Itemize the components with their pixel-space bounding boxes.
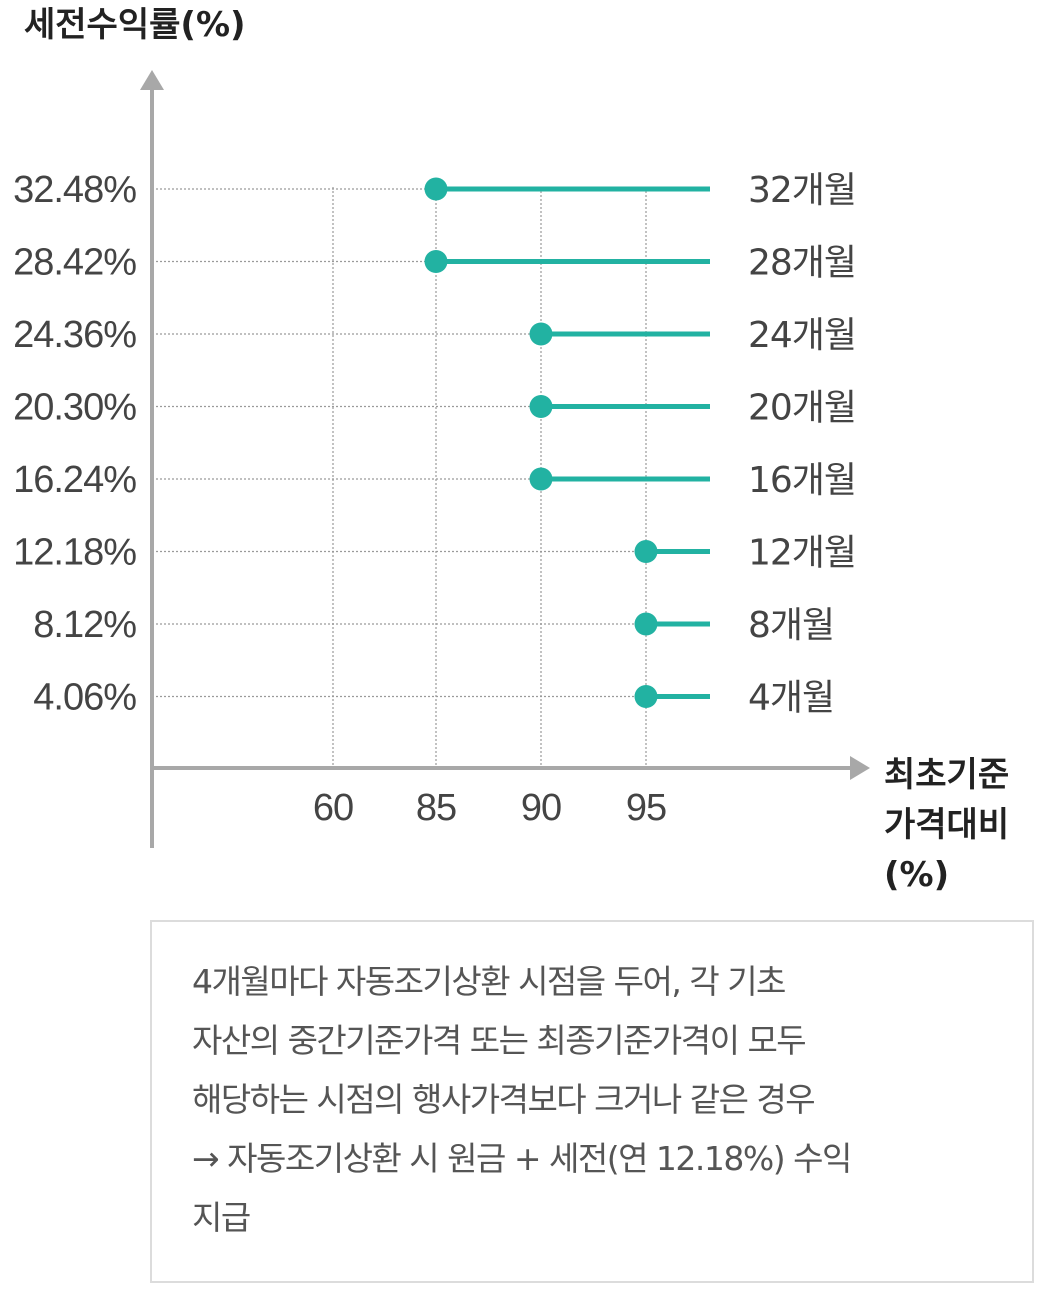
series-label: 4개월	[748, 678, 834, 719]
series-point	[634, 685, 658, 708]
y-tick-label: 12.18%	[13, 532, 136, 574]
series-label: 32개월	[748, 170, 856, 211]
x-tick-label: 85	[416, 787, 456, 829]
x-tick-label: 60	[313, 787, 353, 829]
y-tick-label: 24.36%	[13, 314, 136, 356]
series-point	[634, 540, 658, 563]
y-axis-title: 세전수익률(%)	[24, 5, 246, 45]
series-point	[529, 322, 553, 346]
y-tick-label: 4.06%	[33, 677, 136, 719]
y-tick-label: 16.24%	[13, 459, 136, 501]
note-line: 자산의 중간기준가격 또는 최종기준가격이 모두	[192, 1021, 807, 1060]
y-tick-label: 32.48%	[13, 169, 136, 211]
chart: 세전수익률(%) 최초기준 가격대비 (%) 32.48% 28.42% 24.36…	[13, 5, 1009, 895]
series-label: 8개월	[748, 605, 834, 646]
x-tick-label: 95	[626, 787, 666, 829]
series-point	[529, 395, 553, 418]
note-line: → 자동조기상환 시 원금 + 세전(연 12.18%) 수익	[192, 1139, 852, 1178]
tick-labels: 32.48% 28.42% 24.36% 20.30% 16.24% 12.18% 8.12…	[13, 169, 667, 829]
y-axis-arrow-icon	[140, 70, 164, 90]
series-point	[529, 467, 553, 491]
x-axis-title-line-2: 가격대비	[884, 805, 1009, 845]
series-label: 28개월	[748, 243, 856, 284]
series-point	[634, 612, 658, 636]
series-label: 12개월	[748, 533, 856, 574]
x-tick-label: 90	[521, 787, 561, 829]
series-label: 16개월	[748, 460, 856, 501]
x-axis-arrow-icon	[850, 756, 870, 780]
series-point	[424, 250, 448, 273]
series-point	[424, 177, 448, 201]
note-line: 4개월마다 자동조기상환 시점을 두어, 각 기초	[192, 962, 786, 1001]
note-line: 지급	[192, 1198, 251, 1237]
y-tick-label: 20.30%	[13, 387, 136, 429]
series-label: 20개월	[748, 388, 856, 429]
x-axis-title: 최초기준 가격대비 (%)	[884, 755, 1009, 895]
series: 32개월 28개월 24개월 20개월 16개월 12개월 8개월 4개월	[424, 170, 857, 719]
axes	[140, 70, 870, 848]
y-tick-label: 8.12%	[33, 604, 136, 646]
x-axis-title-line-1: 최초기준	[884, 755, 1009, 795]
note-box: 4개월마다 자동조기상환 시점을 두어, 각 기초 자산의 중간기준가격 또는 …	[150, 920, 1034, 1283]
y-tick-label: 28.42%	[13, 242, 136, 284]
x-axis-title-line-3: (%)	[884, 855, 949, 895]
series-label: 24개월	[748, 315, 856, 356]
note-line: 해당하는 시점의 행사가격보다 크거나 같은 경우	[192, 1080, 816, 1119]
